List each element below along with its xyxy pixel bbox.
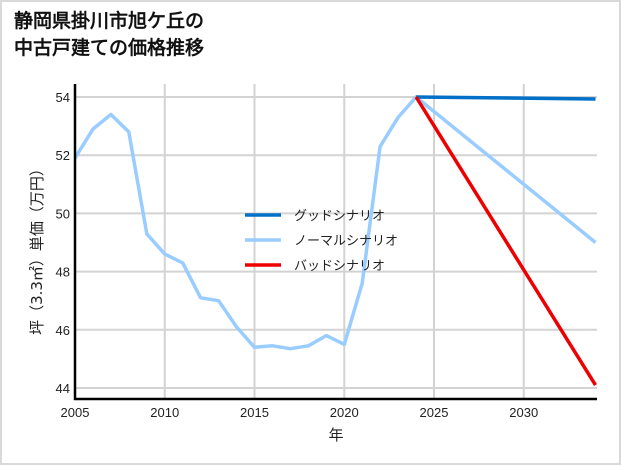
series-line [75,95,597,351]
y-tick-label: 46 [56,323,70,338]
x-tick-label: 2015 [240,405,269,420]
x-tick-label: 2005 [61,405,90,420]
x-tick-label: 2020 [330,405,359,420]
y-tick-label: 52 [56,148,70,163]
y-tick-label: 44 [56,381,70,396]
y-tick-label: 48 [56,265,70,280]
tick-labels: 2005 2010 2015 2020 2025 2030 44 46 48 50 52 54 [56,90,539,420]
series-lines [75,95,597,387]
y-tick-label: 50 [56,206,70,221]
axes [73,84,597,401]
y-axis-label: 坪（3.3㎡）単価（万円） [28,161,46,335]
x-tick-label: 2025 [420,405,449,420]
chart-title: 静岡県掛川市旭ケ丘の 中古戸建ての価格推移 [14,8,204,62]
y-tick-label: 54 [56,90,70,105]
x-axis-label: 年 [328,426,343,444]
chart-title-line1: 静岡県掛川市旭ケ丘の [14,10,205,32]
legend-label: ノーマルシナリオ [294,234,398,249]
legend-label: グッドシナリオ [294,209,385,224]
legend-label: バッドシナリオ [294,259,385,274]
series-line [416,95,596,101]
x-tick-label: 2030 [509,405,538,420]
x-tick-label: 2010 [150,405,179,420]
chart-title-line2: 中古戸建ての価格推移 [14,37,205,59]
series-line [414,96,597,387]
